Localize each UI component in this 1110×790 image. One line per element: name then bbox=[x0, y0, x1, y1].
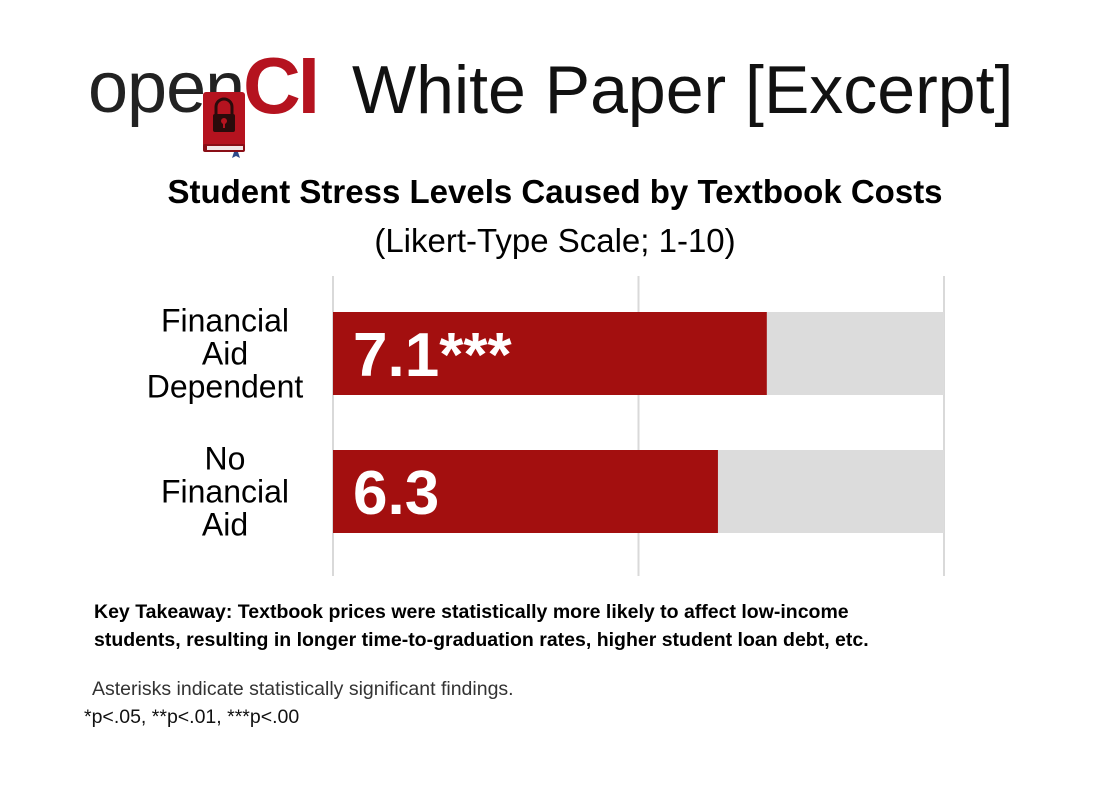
category-label-line: No bbox=[205, 441, 246, 477]
bar-1 bbox=[333, 450, 718, 533]
book-lock-icon bbox=[203, 92, 245, 158]
significance-note: Asterisks indicate statistically signifi… bbox=[92, 678, 514, 700]
logo-text-ci: CI bbox=[243, 41, 320, 130]
chart-subtitle: (Likert-Type Scale; 1-10) bbox=[374, 222, 736, 259]
category-label-line: Aid bbox=[202, 336, 248, 372]
p-value-legend: *p<.05, **p<.01, ***p<.00 bbox=[84, 706, 300, 728]
key-takeaway: Key Takeaway: Textbook prices were stati… bbox=[94, 598, 1034, 654]
category-label-0: Financial Aid Dependent bbox=[147, 303, 304, 405]
opencl-logo: open CI bbox=[88, 40, 338, 165]
header: open CI White Paper [Excerpt] bbox=[0, 0, 1110, 170]
data-label-0: 7.1*** bbox=[353, 321, 512, 390]
category-label-1: No Financial Aid bbox=[161, 441, 289, 543]
category-label-line: Financial bbox=[161, 303, 289, 339]
category-label-line: Financial bbox=[161, 474, 289, 510]
page-title: White Paper [Excerpt] bbox=[352, 52, 1014, 128]
chart-title: Student Stress Levels Caused by Textbook… bbox=[167, 173, 943, 210]
category-label-line: Aid bbox=[202, 507, 248, 543]
data-label-1: 6.3 bbox=[353, 459, 439, 528]
takeaway-line-1: Key Takeaway: Textbook prices were stati… bbox=[94, 601, 849, 623]
takeaway-line-2: students, resulting in longer time-to-gr… bbox=[94, 629, 869, 651]
category-label-line: Dependent bbox=[147, 369, 304, 405]
bar-0 bbox=[333, 312, 767, 395]
